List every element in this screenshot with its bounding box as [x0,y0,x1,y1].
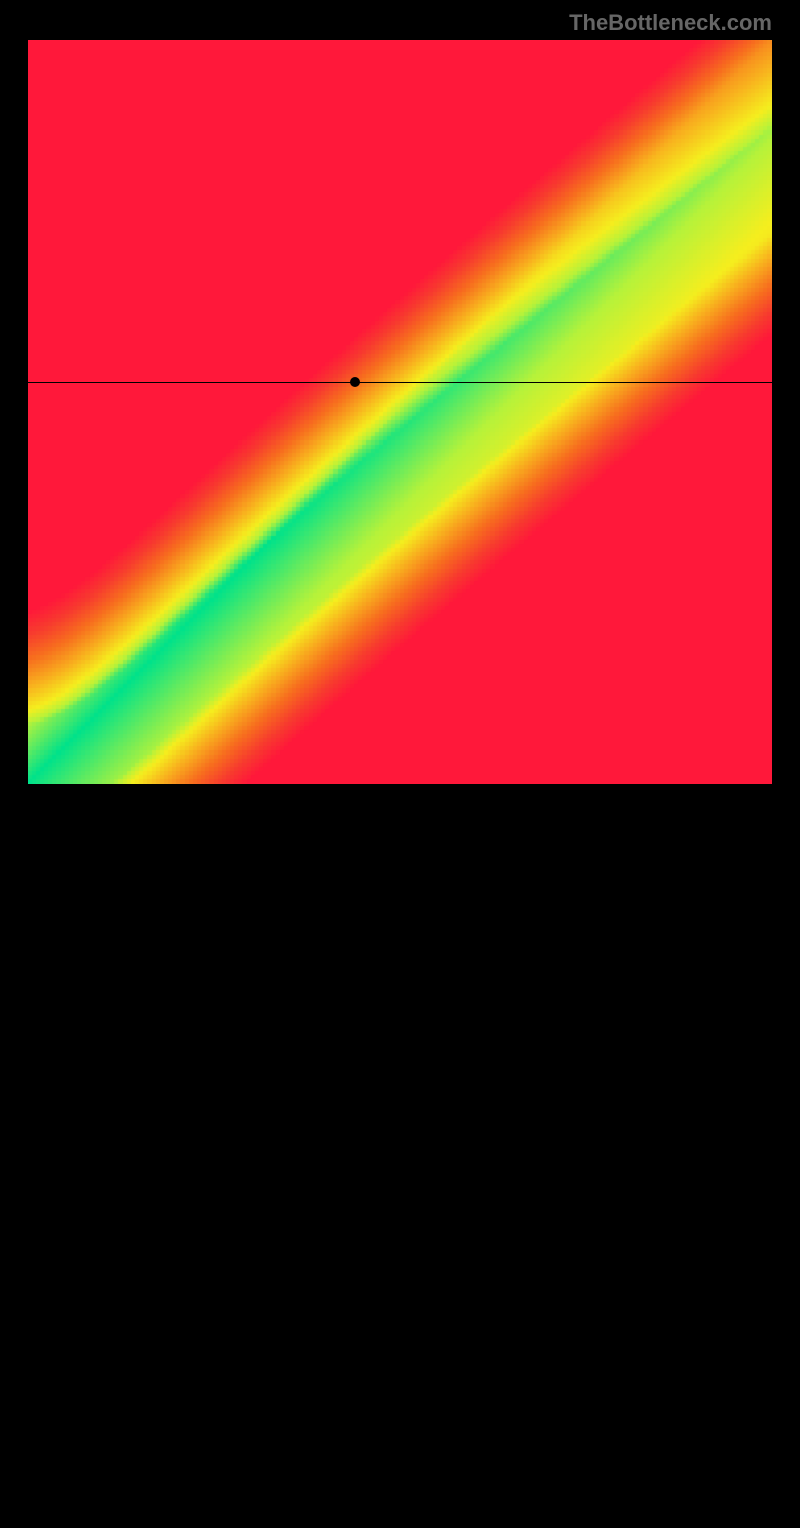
crosshair-vertical [355,784,356,1528]
crosshair-marker[interactable] [350,377,360,387]
heatmap-canvas [28,40,772,784]
chart-container: TheBottleneck.com [0,0,800,800]
heatmap-plot [28,40,772,784]
crosshair-horizontal [28,382,772,383]
watermark-text: TheBottleneck.com [569,10,772,36]
